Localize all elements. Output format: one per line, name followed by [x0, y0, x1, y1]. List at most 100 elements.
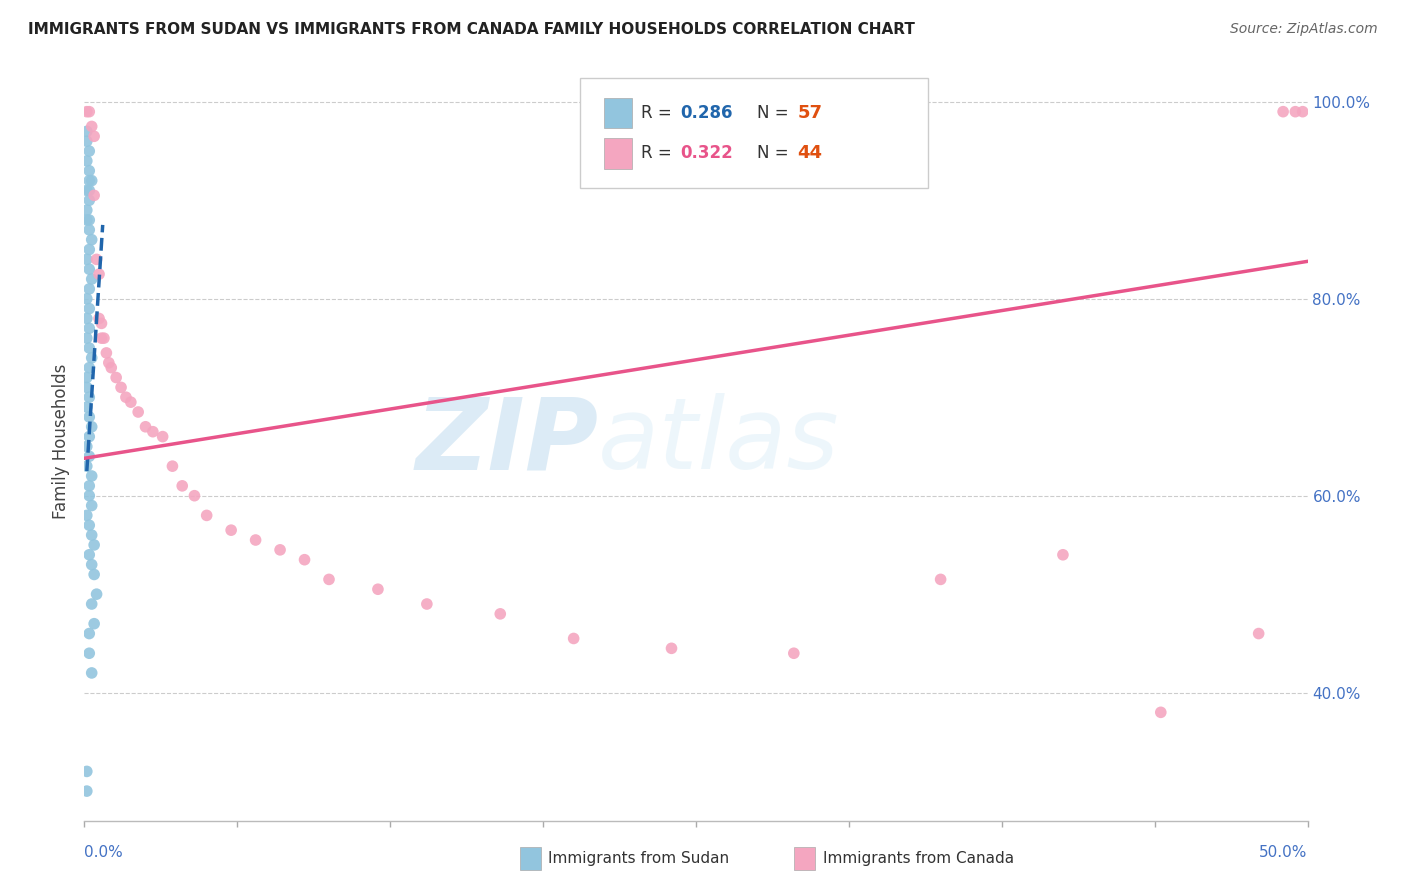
- Point: [1272, 104, 1295, 119]
- Text: R =: R =: [641, 145, 676, 162]
- Point: [294, 552, 316, 566]
- Point: [76, 764, 98, 779]
- Point: [80, 597, 103, 611]
- Text: 0.286: 0.286: [681, 104, 733, 122]
- Point: [76, 252, 98, 267]
- Point: [77, 489, 100, 503]
- Text: Immigrants from Sudan: Immigrants from Sudan: [548, 851, 730, 866]
- Text: 0.0%: 0.0%: [84, 846, 124, 860]
- Point: [76, 203, 98, 218]
- Point: [83, 538, 105, 552]
- Point: [142, 425, 165, 439]
- Point: [489, 607, 512, 621]
- Text: 50.0%: 50.0%: [1260, 846, 1308, 860]
- Point: [96, 346, 118, 360]
- Point: [77, 301, 100, 316]
- Point: [77, 390, 100, 404]
- Point: [77, 360, 100, 375]
- Point: [661, 641, 683, 656]
- Text: 0.322: 0.322: [681, 145, 733, 162]
- Point: [77, 626, 100, 640]
- Point: [77, 262, 100, 277]
- Point: [97, 356, 120, 370]
- Point: [1052, 548, 1074, 562]
- Point: [77, 548, 100, 562]
- Point: [90, 331, 112, 345]
- Text: N =: N =: [758, 145, 794, 162]
- Text: ZIP: ZIP: [415, 393, 598, 490]
- Point: [80, 351, 103, 365]
- Point: [562, 632, 585, 646]
- Point: [77, 213, 100, 227]
- Text: N =: N =: [758, 104, 794, 122]
- Point: [77, 194, 100, 208]
- Point: [80, 419, 103, 434]
- Point: [80, 233, 103, 247]
- Text: Source: ZipAtlas.com: Source: ZipAtlas.com: [1230, 22, 1378, 37]
- Point: [1284, 104, 1306, 119]
- Point: [77, 450, 100, 464]
- Point: [83, 129, 105, 144]
- Point: [100, 360, 122, 375]
- Point: [76, 784, 98, 798]
- Point: [127, 405, 149, 419]
- Text: 57: 57: [797, 104, 823, 122]
- Point: [77, 243, 100, 257]
- Point: [80, 665, 103, 680]
- Point: [87, 267, 110, 281]
- Point: [269, 542, 291, 557]
- Point: [76, 331, 98, 345]
- Point: [87, 311, 110, 326]
- Bar: [605, 98, 633, 128]
- Point: [115, 390, 138, 404]
- Point: [1247, 626, 1270, 640]
- Point: [416, 597, 439, 611]
- Point: [76, 134, 98, 148]
- Point: [76, 370, 98, 384]
- Text: Immigrants from Canada: Immigrants from Canada: [823, 851, 1014, 866]
- Point: [77, 282, 100, 296]
- Point: [162, 459, 184, 474]
- Point: [110, 380, 132, 394]
- Point: [77, 646, 100, 660]
- Point: [93, 331, 115, 345]
- Point: [77, 144, 100, 158]
- Point: [318, 573, 340, 587]
- Point: [120, 395, 142, 409]
- Point: [80, 469, 103, 483]
- Point: [77, 173, 100, 187]
- Point: [76, 440, 98, 454]
- Point: [77, 163, 100, 178]
- Point: [183, 489, 205, 503]
- Point: [76, 400, 98, 414]
- Point: [367, 582, 389, 597]
- Point: [77, 184, 100, 198]
- Point: [77, 341, 100, 355]
- Point: [172, 479, 194, 493]
- Point: [77, 104, 100, 119]
- Point: [80, 499, 103, 513]
- Point: [77, 429, 100, 443]
- FancyBboxPatch shape: [579, 78, 928, 187]
- Point: [83, 616, 105, 631]
- Point: [80, 272, 103, 286]
- Point: [76, 153, 98, 168]
- Point: [135, 419, 157, 434]
- Text: 44: 44: [797, 145, 823, 162]
- Point: [86, 587, 108, 601]
- Point: [76, 459, 98, 474]
- Point: [77, 223, 100, 237]
- Point: [83, 188, 105, 202]
- Point: [80, 173, 103, 187]
- Point: [783, 646, 806, 660]
- Point: [76, 124, 98, 138]
- Point: [80, 120, 103, 134]
- Point: [76, 184, 98, 198]
- Point: [77, 518, 100, 533]
- Point: [1292, 104, 1315, 119]
- Point: [77, 479, 100, 493]
- Point: [929, 573, 952, 587]
- Text: R =: R =: [641, 104, 676, 122]
- Point: [152, 429, 174, 443]
- Point: [90, 317, 112, 331]
